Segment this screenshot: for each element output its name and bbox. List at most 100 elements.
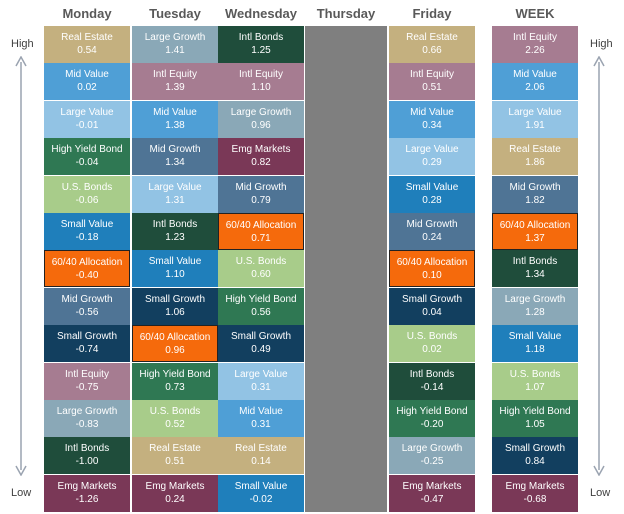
asset-class-label: Real Estate: [509, 144, 561, 155]
asset-class-label: Mid Value: [153, 107, 197, 118]
return-value: 2.26: [525, 45, 545, 56]
return-value: 0.31: [251, 382, 271, 393]
return-value: 0.84: [525, 456, 545, 467]
asset-class-label: Real Estate: [406, 32, 458, 43]
asset-class-label: U.S. Bonds: [61, 182, 113, 193]
asset-class-label: Intl Bonds: [64, 443, 110, 454]
asset-class-label: Intl Equity: [239, 69, 283, 80]
table-cell: Mid Value 2.06: [492, 63, 578, 100]
table-cell: High Yield Bond -0.20: [389, 400, 475, 437]
return-value: -1.26: [75, 494, 99, 505]
asset-class-label: Intl Bonds: [409, 369, 455, 380]
return-value: 0.29: [422, 157, 442, 168]
asset-class-label: Intl Equity: [513, 32, 557, 43]
return-value: 0.54: [77, 45, 97, 56]
return-value: 1.25: [251, 45, 271, 56]
table-cell: Real Estate 0.66: [389, 26, 475, 63]
table-cell: Emg Markets 0.24: [132, 475, 218, 512]
return-value: 0.51: [165, 456, 185, 467]
table-cell: Intl Equity -0.75: [44, 363, 130, 400]
high-label-right: High: [590, 38, 613, 50]
table-cell: 60/40 Allocation 1.37: [492, 213, 578, 250]
table-cell: Small Value 0.28: [389, 176, 475, 213]
table-cell: Mid Growth 1.82: [492, 176, 578, 213]
asset-class-label: Real Estate: [235, 443, 287, 454]
table-cell: Small Value 1.10: [132, 250, 218, 287]
asset-class-label: Large Value: [234, 369, 288, 380]
asset-class-label: 60/40 Allocation: [225, 220, 297, 231]
return-value: -0.06: [75, 195, 99, 206]
table-cell: U.S. Bonds -0.06: [44, 176, 130, 213]
return-value: 1.05: [525, 419, 545, 430]
return-value: 0.02: [77, 82, 97, 93]
return-value: 1.10: [165, 269, 185, 280]
market-closed-column: [305, 26, 387, 512]
asset-class-label: Mid Value: [65, 69, 109, 80]
return-value: -0.74: [75, 344, 99, 355]
asset-class-label: Mid Growth: [406, 219, 458, 230]
table-cell: Intl Bonds 1.23: [132, 213, 218, 250]
table-cell: 60/40 Allocation 0.10: [389, 250, 475, 287]
table-cell: Small Value 1.18: [492, 325, 578, 362]
asset-class-label: Large Growth: [504, 294, 566, 305]
column-header-tuesday: Tuesday: [149, 6, 201, 21]
asset-class-label: Large Value: [508, 107, 562, 118]
table-cell: Large Growth 0.96: [218, 101, 304, 138]
table-cell: Small Growth 1.06: [132, 288, 218, 325]
asset-class-label: Mid Growth: [509, 182, 561, 193]
asset-class-label: U.S. Bonds: [509, 369, 561, 380]
asset-class-label: Mid Value: [513, 69, 557, 80]
double-arrow-icon-left: [15, 56, 27, 476]
table-cell: Emg Markets -0.47: [389, 475, 475, 512]
return-value: 0.34: [422, 120, 442, 131]
table-cell: Large Growth -0.83: [44, 400, 130, 437]
return-value: 1.07: [525, 382, 545, 393]
return-value: 1.31: [165, 195, 185, 206]
double-arrow-icon-right: [593, 56, 605, 476]
table-cell: High Yield Bond 0.56: [218, 288, 304, 325]
table-cell: Large Value 1.91: [492, 101, 578, 138]
return-value: -0.02: [249, 494, 273, 505]
table-cell: U.S. Bonds 0.52: [132, 400, 218, 437]
return-value: 1.23: [165, 232, 185, 243]
table-cell: Small Value -0.18: [44, 213, 130, 250]
return-value: 0.52: [165, 419, 185, 430]
table-cell: Real Estate 0.14: [218, 437, 304, 474]
asset-class-label: Large Growth: [401, 443, 463, 454]
table-cell: Large Growth 1.41: [132, 26, 218, 63]
asset-class-label: Emg Markets: [145, 481, 205, 492]
return-value: -0.68: [523, 494, 547, 505]
table-cell: 60/40 Allocation -0.40: [44, 250, 130, 287]
return-value: 1.34: [165, 157, 185, 168]
table-cell: Mid Growth 1.34: [132, 138, 218, 175]
return-value: 1.86: [525, 157, 545, 168]
table-cell: Intl Equity 2.26: [492, 26, 578, 63]
return-value: 0.66: [422, 45, 442, 56]
asset-class-label: 60/40 Allocation: [396, 257, 468, 268]
return-value: -0.01: [75, 120, 99, 131]
table-cell: Real Estate 0.54: [44, 26, 130, 63]
asset-class-label: Emg Markets: [231, 144, 291, 155]
return-value: -0.47: [420, 494, 444, 505]
table-cell: Intl Equity 1.10: [218, 63, 304, 100]
asset-class-label: Small Growth: [144, 294, 205, 305]
table-cell: Mid Growth 0.24: [389, 213, 475, 250]
table-cell: Small Growth 0.04: [389, 288, 475, 325]
asset-class-label: Small Value: [148, 256, 202, 267]
return-value: -0.18: [75, 232, 99, 243]
table-cell: U.S. Bonds 0.02: [389, 325, 475, 362]
return-value: 1.34: [525, 269, 545, 280]
return-value: 1.41: [165, 45, 185, 56]
table-cell: Large Value 0.31: [218, 363, 304, 400]
table-cell: Real Estate 0.51: [132, 437, 218, 474]
asset-class-label: U.S. Bonds: [406, 331, 458, 342]
return-value: -0.20: [420, 419, 444, 430]
asset-class-label: Mid Growth: [61, 294, 113, 305]
return-value: 0.82: [251, 157, 271, 168]
asset-class-label: Intl Bonds: [152, 219, 198, 230]
table-cell: Mid Growth 0.79: [218, 176, 304, 213]
table-cell: Real Estate 1.86: [492, 138, 578, 175]
asset-class-label: Large Growth: [230, 107, 292, 118]
return-value: 0.04: [422, 307, 442, 318]
return-value: -0.14: [420, 382, 444, 393]
